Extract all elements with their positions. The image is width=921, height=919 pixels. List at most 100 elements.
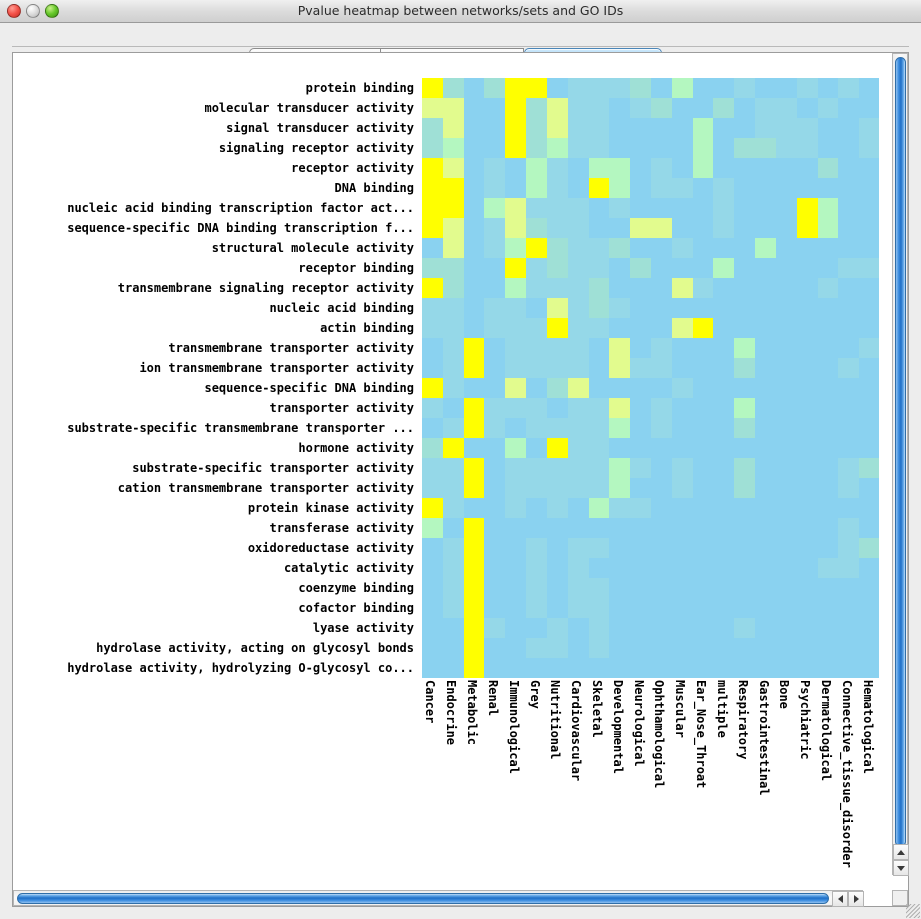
heatmap-cell[interactable] xyxy=(838,538,860,558)
heatmap-cell[interactable] xyxy=(588,478,610,498)
heatmap-cell[interactable] xyxy=(422,218,443,238)
heatmap-cell[interactable] xyxy=(671,578,693,598)
heatmap-cell[interactable] xyxy=(463,538,485,558)
heatmap-cell[interactable] xyxy=(775,538,797,558)
heatmap-cell[interactable] xyxy=(838,358,860,378)
heatmap-cell[interactable] xyxy=(484,578,506,598)
heatmap-cell[interactable] xyxy=(755,498,776,518)
heatmap-cell[interactable] xyxy=(588,518,610,538)
heatmap-cell[interactable] xyxy=(734,558,756,578)
heatmap-cell[interactable] xyxy=(422,478,443,498)
heatmap-cell[interactable] xyxy=(796,218,818,238)
heatmap-cell[interactable] xyxy=(671,298,693,318)
heatmap-cell[interactable] xyxy=(630,378,651,398)
heatmap-cell[interactable] xyxy=(484,78,506,98)
heatmap-cell[interactable] xyxy=(422,638,443,658)
heatmap-cell[interactable] xyxy=(526,558,547,578)
heatmap-cell[interactable] xyxy=(567,318,589,338)
heatmap-cell[interactable] xyxy=(630,318,651,338)
heatmap-cell[interactable] xyxy=(859,198,879,218)
heatmap-cell[interactable] xyxy=(713,638,735,658)
heatmap-cell[interactable] xyxy=(692,198,714,218)
heatmap-cell[interactable] xyxy=(775,638,797,658)
heatmap-cell[interactable] xyxy=(609,498,631,518)
heatmap-cell[interactable] xyxy=(859,618,879,638)
heatmap-cell[interactable] xyxy=(713,138,735,158)
heatmap-cell[interactable] xyxy=(588,378,610,398)
heatmap-cell[interactable] xyxy=(463,198,485,218)
heatmap-cell[interactable] xyxy=(796,578,818,598)
heatmap-cell[interactable] xyxy=(442,238,464,258)
heatmap-cell[interactable] xyxy=(817,638,839,658)
heatmap-cell[interactable] xyxy=(817,438,839,458)
heatmap-cell[interactable] xyxy=(859,418,879,438)
heatmap-cell[interactable] xyxy=(817,138,839,158)
heatmap-cell[interactable] xyxy=(859,298,879,318)
heatmap-cell[interactable] xyxy=(838,438,860,458)
heatmap-cell[interactable] xyxy=(775,618,797,638)
heatmap-cell[interactable] xyxy=(859,478,879,498)
heatmap-cell[interactable] xyxy=(755,618,776,638)
heatmap-cell[interactable] xyxy=(817,178,839,198)
heatmap-cell[interactable] xyxy=(859,538,879,558)
heatmap-cell[interactable] xyxy=(838,338,860,358)
heatmap-cell[interactable] xyxy=(609,558,631,578)
heatmap-cell[interactable] xyxy=(609,98,631,118)
heatmap-cell[interactable] xyxy=(651,558,672,578)
heatmap-cell[interactable] xyxy=(588,538,610,558)
heatmap-cell[interactable] xyxy=(859,658,879,678)
heatmap-cell[interactable] xyxy=(546,358,568,378)
heatmap-cell[interactable] xyxy=(484,258,506,278)
heatmap-cell[interactable] xyxy=(588,578,610,598)
heatmap-cell[interactable] xyxy=(651,218,672,238)
heatmap-cell[interactable] xyxy=(484,98,506,118)
heatmap-cell[interactable] xyxy=(838,478,860,498)
heatmap-cell[interactable] xyxy=(817,398,839,418)
heatmap-cell[interactable] xyxy=(484,558,506,578)
heatmap-cell[interactable] xyxy=(817,98,839,118)
heatmap-cell[interactable] xyxy=(692,278,714,298)
heatmap-cell[interactable] xyxy=(692,518,714,538)
heatmap-cell[interactable] xyxy=(526,318,547,338)
heatmap-cell[interactable] xyxy=(484,138,506,158)
heatmap-cell[interactable] xyxy=(422,258,443,278)
heatmap-cell[interactable] xyxy=(859,278,879,298)
heatmap-cell[interactable] xyxy=(588,398,610,418)
heatmap-cell[interactable] xyxy=(505,398,527,418)
heatmap-cell[interactable] xyxy=(422,578,443,598)
heatmap-cell[interactable] xyxy=(442,658,464,678)
heatmap-cell[interactable] xyxy=(567,198,589,218)
heatmap-cell[interactable] xyxy=(422,498,443,518)
heatmap-cell[interactable] xyxy=(775,278,797,298)
heatmap-cell[interactable] xyxy=(692,398,714,418)
heatmap-cell[interactable] xyxy=(630,518,651,538)
heatmap-cell[interactable] xyxy=(463,658,485,678)
heatmap-cell[interactable] xyxy=(796,178,818,198)
heatmap-cell[interactable] xyxy=(651,618,672,638)
heatmap-cell[interactable] xyxy=(442,198,464,218)
heatmap-cell[interactable] xyxy=(422,438,443,458)
heatmap-cell[interactable] xyxy=(671,518,693,538)
heatmap-cell[interactable] xyxy=(505,358,527,378)
heatmap-cell[interactable] xyxy=(422,78,443,98)
heatmap-cell[interactable] xyxy=(609,118,631,138)
heatmap-cell[interactable] xyxy=(505,378,527,398)
heatmap-cell[interactable] xyxy=(588,78,610,98)
heatmap-cell[interactable] xyxy=(505,278,527,298)
heatmap-cell[interactable] xyxy=(505,538,527,558)
heatmap-cell[interactable] xyxy=(526,438,547,458)
heatmap-cell[interactable] xyxy=(546,78,568,98)
heatmap-cell[interactable] xyxy=(422,278,443,298)
heatmap-cell[interactable] xyxy=(442,598,464,618)
heatmap-cell[interactable] xyxy=(442,518,464,538)
heatmap-cell[interactable] xyxy=(526,258,547,278)
heatmap-cell[interactable] xyxy=(796,478,818,498)
heatmap-cell[interactable] xyxy=(463,258,485,278)
heatmap-cell[interactable] xyxy=(817,378,839,398)
heatmap-cell[interactable] xyxy=(713,418,735,438)
heatmap-cell[interactable] xyxy=(505,558,527,578)
heatmap-cell[interactable] xyxy=(651,298,672,318)
heatmap-cell[interactable] xyxy=(859,598,879,618)
heatmap-cell[interactable] xyxy=(546,518,568,538)
heatmap-cell[interactable] xyxy=(505,418,527,438)
